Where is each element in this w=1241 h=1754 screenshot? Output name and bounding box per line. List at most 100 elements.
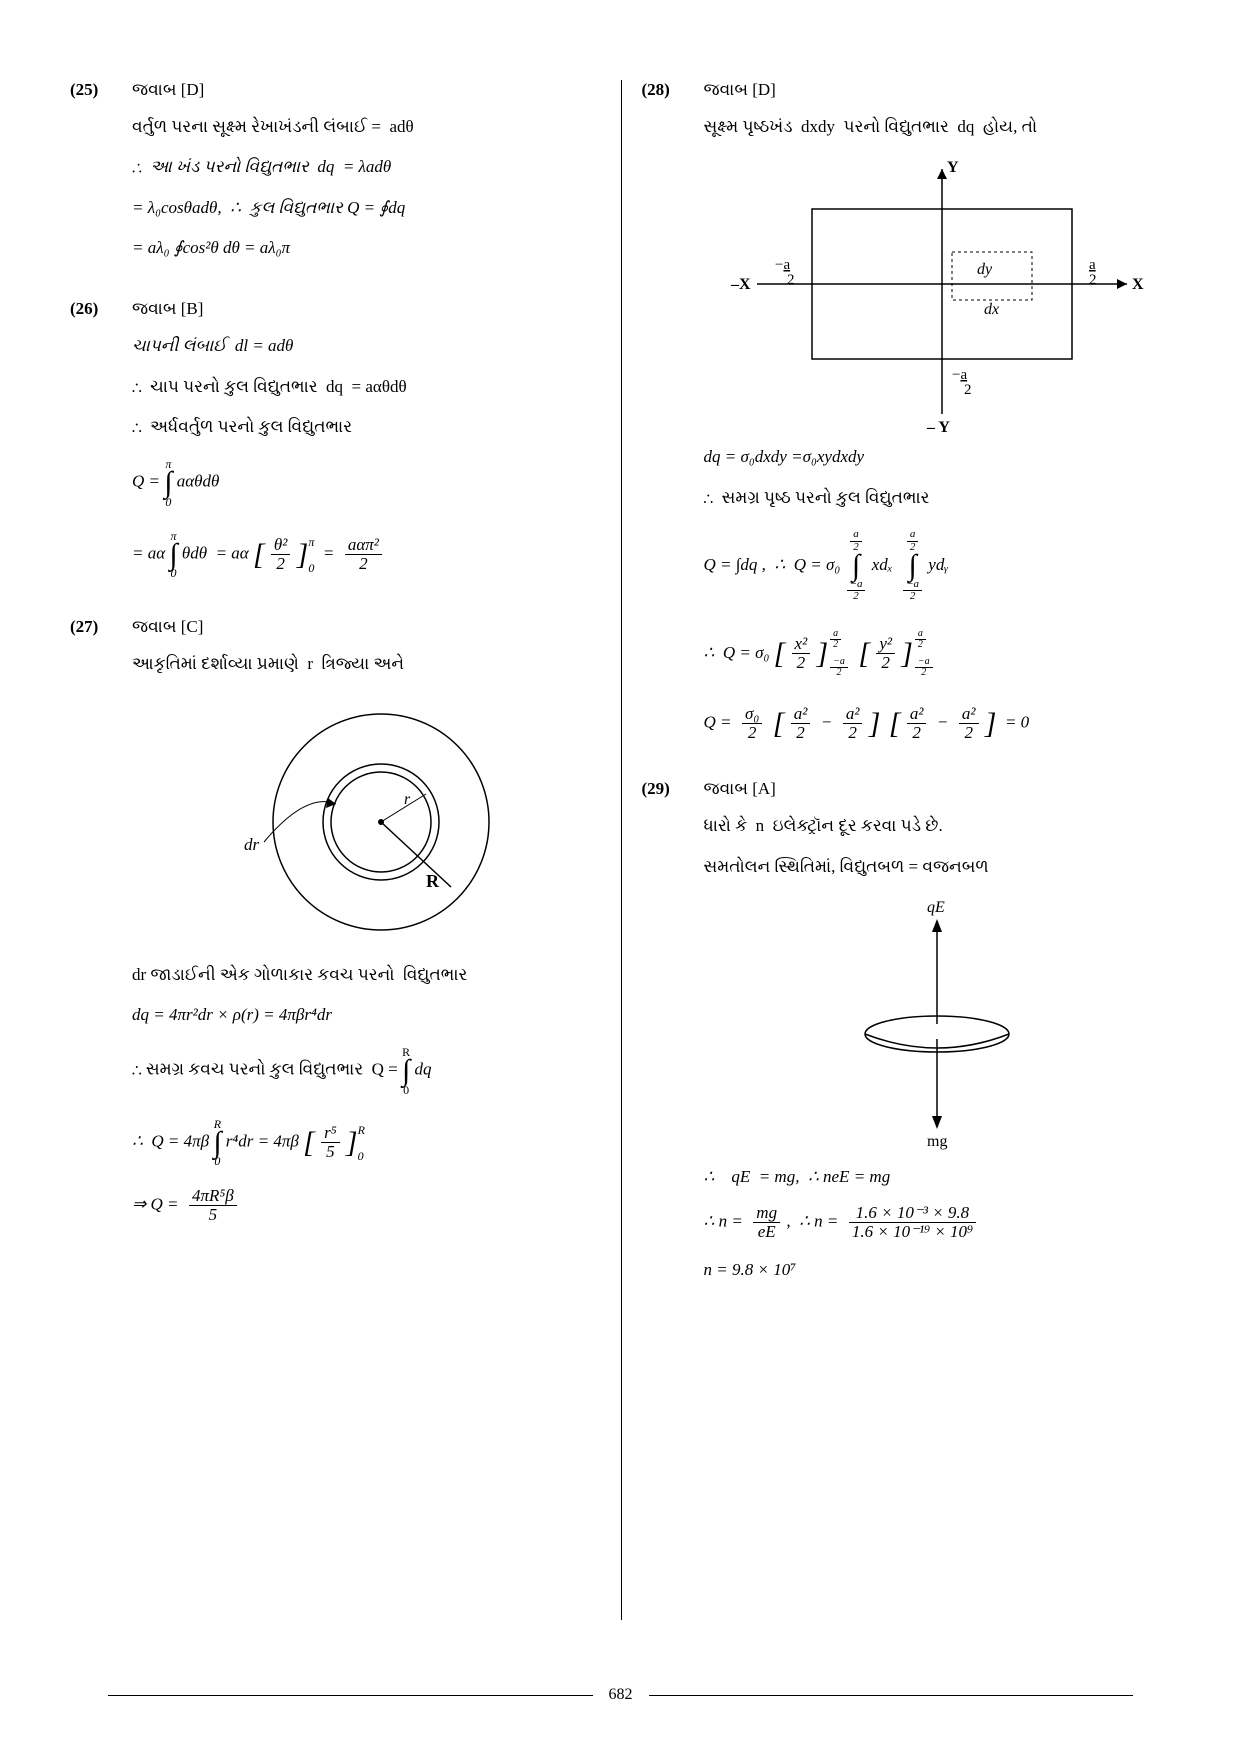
two-column-layout: (25) જવાબ [D] વર્તુળ પરના સૂક્ષ્મ રેખાખં… xyxy=(70,80,1171,1620)
q28-answer: જવાબ [D] xyxy=(704,80,1172,100)
q29-number: (29) xyxy=(642,779,704,1297)
q28-mX: –X xyxy=(730,276,751,293)
q26-line-1: ચાપની લંબાઈ dl = adθ xyxy=(132,333,601,359)
q29-line-4: n = 9.8 × 10⁷ xyxy=(704,1257,1172,1283)
q27-answer: જવાબ [C] xyxy=(132,617,601,637)
q28-la-d: 2 xyxy=(787,272,795,288)
q27-line-4: ∴ સમગ્ર કવચ પરનો કુલ વિદ્યુતભાર Q = R ∫ … xyxy=(132,1046,601,1096)
q27-line-3: dq = 4πr²dr × ρ(r) = 4πβr⁴dr xyxy=(132,1002,601,1028)
q25-number: (25) xyxy=(70,80,132,275)
q28-e1-ld2: 2 xyxy=(903,591,922,603)
q29-mg: mg xyxy=(927,1133,947,1150)
q27-sphere-diagram: r R dr xyxy=(226,692,506,952)
q28-e3-lhs: Q = xyxy=(704,712,732,731)
q28-e3-f1d: 2 xyxy=(791,724,811,742)
q27-line-1: આકૃતિમાં દર્શાવ્યા પ્રમાણે r ત્રિજ્યા અન… xyxy=(132,651,601,677)
q28-e2-f2d: 2 xyxy=(876,654,895,672)
q26-eq2-rn: aαπ² xyxy=(345,536,382,555)
q28-ba-n: a xyxy=(961,367,968,383)
question-29: (29) જવાબ [A] ધારો કે n ઇલેક્ટ્રૉન દૂર ક… xyxy=(642,779,1172,1297)
q28-coordinate-diagram: X –X Y – Y dy dx a2 −a2 xyxy=(727,154,1147,434)
q28-e2-sd: 2 xyxy=(830,640,841,651)
q28-la-n: a xyxy=(784,257,791,273)
q25-line-3: = λ₀cosθadθ, ∴ કુલ વિદ્યુતભાર Q = ∮dq xyxy=(132,195,601,221)
q27-R-label: R xyxy=(426,871,440,891)
q27-l5-pre: ∴ Q = 4πβ xyxy=(132,1132,209,1151)
q26-number: (26) xyxy=(70,299,132,593)
q26-eq2-sup: π xyxy=(308,536,314,548)
q27-l5-fn: r⁵ xyxy=(321,1124,340,1143)
q28-e3-f2d2: 2 xyxy=(959,724,979,742)
question-25: (25) જવાબ [D] વર્તુળ પરના સૂક્ષ્મ રેખાખં… xyxy=(70,80,601,275)
q29-answer: જવાબ [A] xyxy=(704,779,1172,799)
q27-l6-lhs: ⇒ Q = xyxy=(132,1195,179,1214)
svg-text:−a2: −a2 xyxy=(952,367,972,398)
q26-answer: જવાબ [B] xyxy=(132,299,601,319)
page: (25) જવાબ [D] વર્તુળ પરના સૂક્ષ્મ રેખાખં… xyxy=(0,0,1241,1754)
q27-l4-lo: 0 xyxy=(402,1084,410,1096)
q29-eq-1: ∴ n = mgeE , ∴ n = 1.6 × 10⁻³ × 9.81.6 ×… xyxy=(704,1204,1172,1241)
q25-answer: જવાબ [D] xyxy=(132,80,601,100)
q28-e3-f2n: a² xyxy=(907,705,927,724)
q28-ba-d: 2 xyxy=(964,382,972,398)
q28-Y: Y xyxy=(947,159,959,176)
q29-e1-f1n: mg xyxy=(753,1204,780,1223)
q28-e3-f1n: a² xyxy=(791,705,811,724)
q29-e1-f2d: 1.6 × 10⁻¹⁹ × 10⁹ xyxy=(849,1223,976,1241)
q28-eq1-lhs: Q = ∫dq , ∴ Q = σ₀ xyxy=(704,555,841,574)
q28-e3-f0d: 2 xyxy=(742,724,762,742)
q28-e2-f2n: y² xyxy=(876,635,895,654)
q26-eq1-lhs: Q = xyxy=(132,472,160,491)
left-column: (25) જવાબ [D] વર્તુળ પરના સૂક્ષ્મ રેખાખં… xyxy=(70,80,621,1620)
q26-line-2: ∴ ચાપ પરનો કુલ વિદ્યુતભાર dq = aαθdθ xyxy=(132,374,601,400)
q28-eq-2: ∴ Q = σ₀ [ x²2 ]a2−a2 [ y²2 ]a2−a2 xyxy=(704,629,1172,679)
q28-number: (28) xyxy=(642,80,704,755)
q26-eq2-int: θdθ xyxy=(182,544,207,563)
q29-qE: qE xyxy=(927,899,945,916)
q27-r-label: r xyxy=(404,791,411,808)
q27-l5-sup: R xyxy=(358,1124,365,1136)
q28-e3-f1n2: a² xyxy=(843,705,863,724)
q26-eq-2: = aα π ∫ 0 θdθ = aα [ θ²2 ]π0 = aαπ xyxy=(132,530,601,580)
q27-l5-fd: 5 xyxy=(321,1143,340,1161)
q25-line-4: = aλ₀ ∮cos²θ dθ = aλ₀π xyxy=(132,235,601,261)
q28-e1-i2: ydᵧ xyxy=(928,555,948,574)
q29-e1-mid: , ∴ n = xyxy=(786,1212,838,1231)
q27-l6-d: 5 xyxy=(189,1206,237,1224)
q28-mY: – Y xyxy=(926,419,950,434)
q25-line-1: વર્તુળ પરના સૂક્ષ્મ રેખાખંડની લંબાઈ = ad… xyxy=(132,114,601,140)
q29-e1-lhs: ∴ n = xyxy=(704,1212,743,1231)
q28-e2-bd: 2 xyxy=(830,668,848,679)
q27-l4-int: dq xyxy=(414,1060,431,1079)
q28-e1-un: a xyxy=(850,529,862,542)
q27-line-6: ⇒ Q = 4πR⁵β5 xyxy=(132,1187,601,1224)
q26-eq2-bd: 2 xyxy=(271,555,290,573)
q27-dr-label: dr xyxy=(244,835,260,854)
page-footer: 682 xyxy=(70,1686,1171,1704)
q28-line-1: સૂક્ષ્મ પૃષ્ઠખંડ dxdy પરનો વિદ્યુતભાર dq… xyxy=(704,114,1172,140)
q28-e3-f2n2: a² xyxy=(959,705,979,724)
q27-l4-pre: ∴ સમગ્ર કવચ પરનો કુલ વિદ્યુતભાર Q = xyxy=(132,1060,398,1079)
q26-line-3: ∴ અર્ધવર્તુળ પરનો કુલ વિદ્યુતભાર xyxy=(132,414,601,440)
q28-dx: dx xyxy=(984,301,999,318)
q25-line-2: ∴ આ ખંડ પરનો વિદ્યુતભાર dq = λadθ xyxy=(132,154,601,180)
q27-l6-n: 4πR⁵β xyxy=(189,1187,237,1206)
right-column: (28) જવાબ [D] સૂક્ષ્મ પૃષ્ઠખંડ dxdy પરનો… xyxy=(621,80,1172,1620)
q27-number: (27) xyxy=(70,617,132,1238)
q28-line-3: ∴ સમગ્ર પૃષ્ઠ પરનો કુલ વિદ્યુતભાર xyxy=(704,485,1172,511)
q27-l5-lo: 0 xyxy=(213,1155,221,1167)
q28-e2-f1d: 2 xyxy=(792,654,811,672)
q28-e1-un2: a xyxy=(907,529,919,542)
q28-e3-f0n: σ₀ xyxy=(742,705,762,724)
q27-line-2: dr જાડાઈની એક ગોળાકાર કવચ પરનો વિદ્યુતભા… xyxy=(132,962,601,988)
page-number: 682 xyxy=(609,1686,633,1703)
q26-eq1-integrand: aαθdθ xyxy=(177,472,220,491)
q28-dy: dy xyxy=(977,261,993,278)
q26-eq2-mid: = aα xyxy=(216,544,249,563)
q26-eq2-rd: 2 xyxy=(345,555,382,573)
q28-e1-i1: xdₓ xyxy=(872,555,893,574)
question-26: (26) જવાબ [B] ચાપની લંબાઈ dl = adθ ∴ ચાપ… xyxy=(70,299,601,593)
q29-line-2: સમતોલન સ્થિતિમાં, વિદ્યુતબળ = વજનબળ xyxy=(704,854,1172,880)
q29-e1-f1d: eE xyxy=(753,1223,780,1241)
q29-disc-diagram: qE mg xyxy=(827,894,1047,1154)
